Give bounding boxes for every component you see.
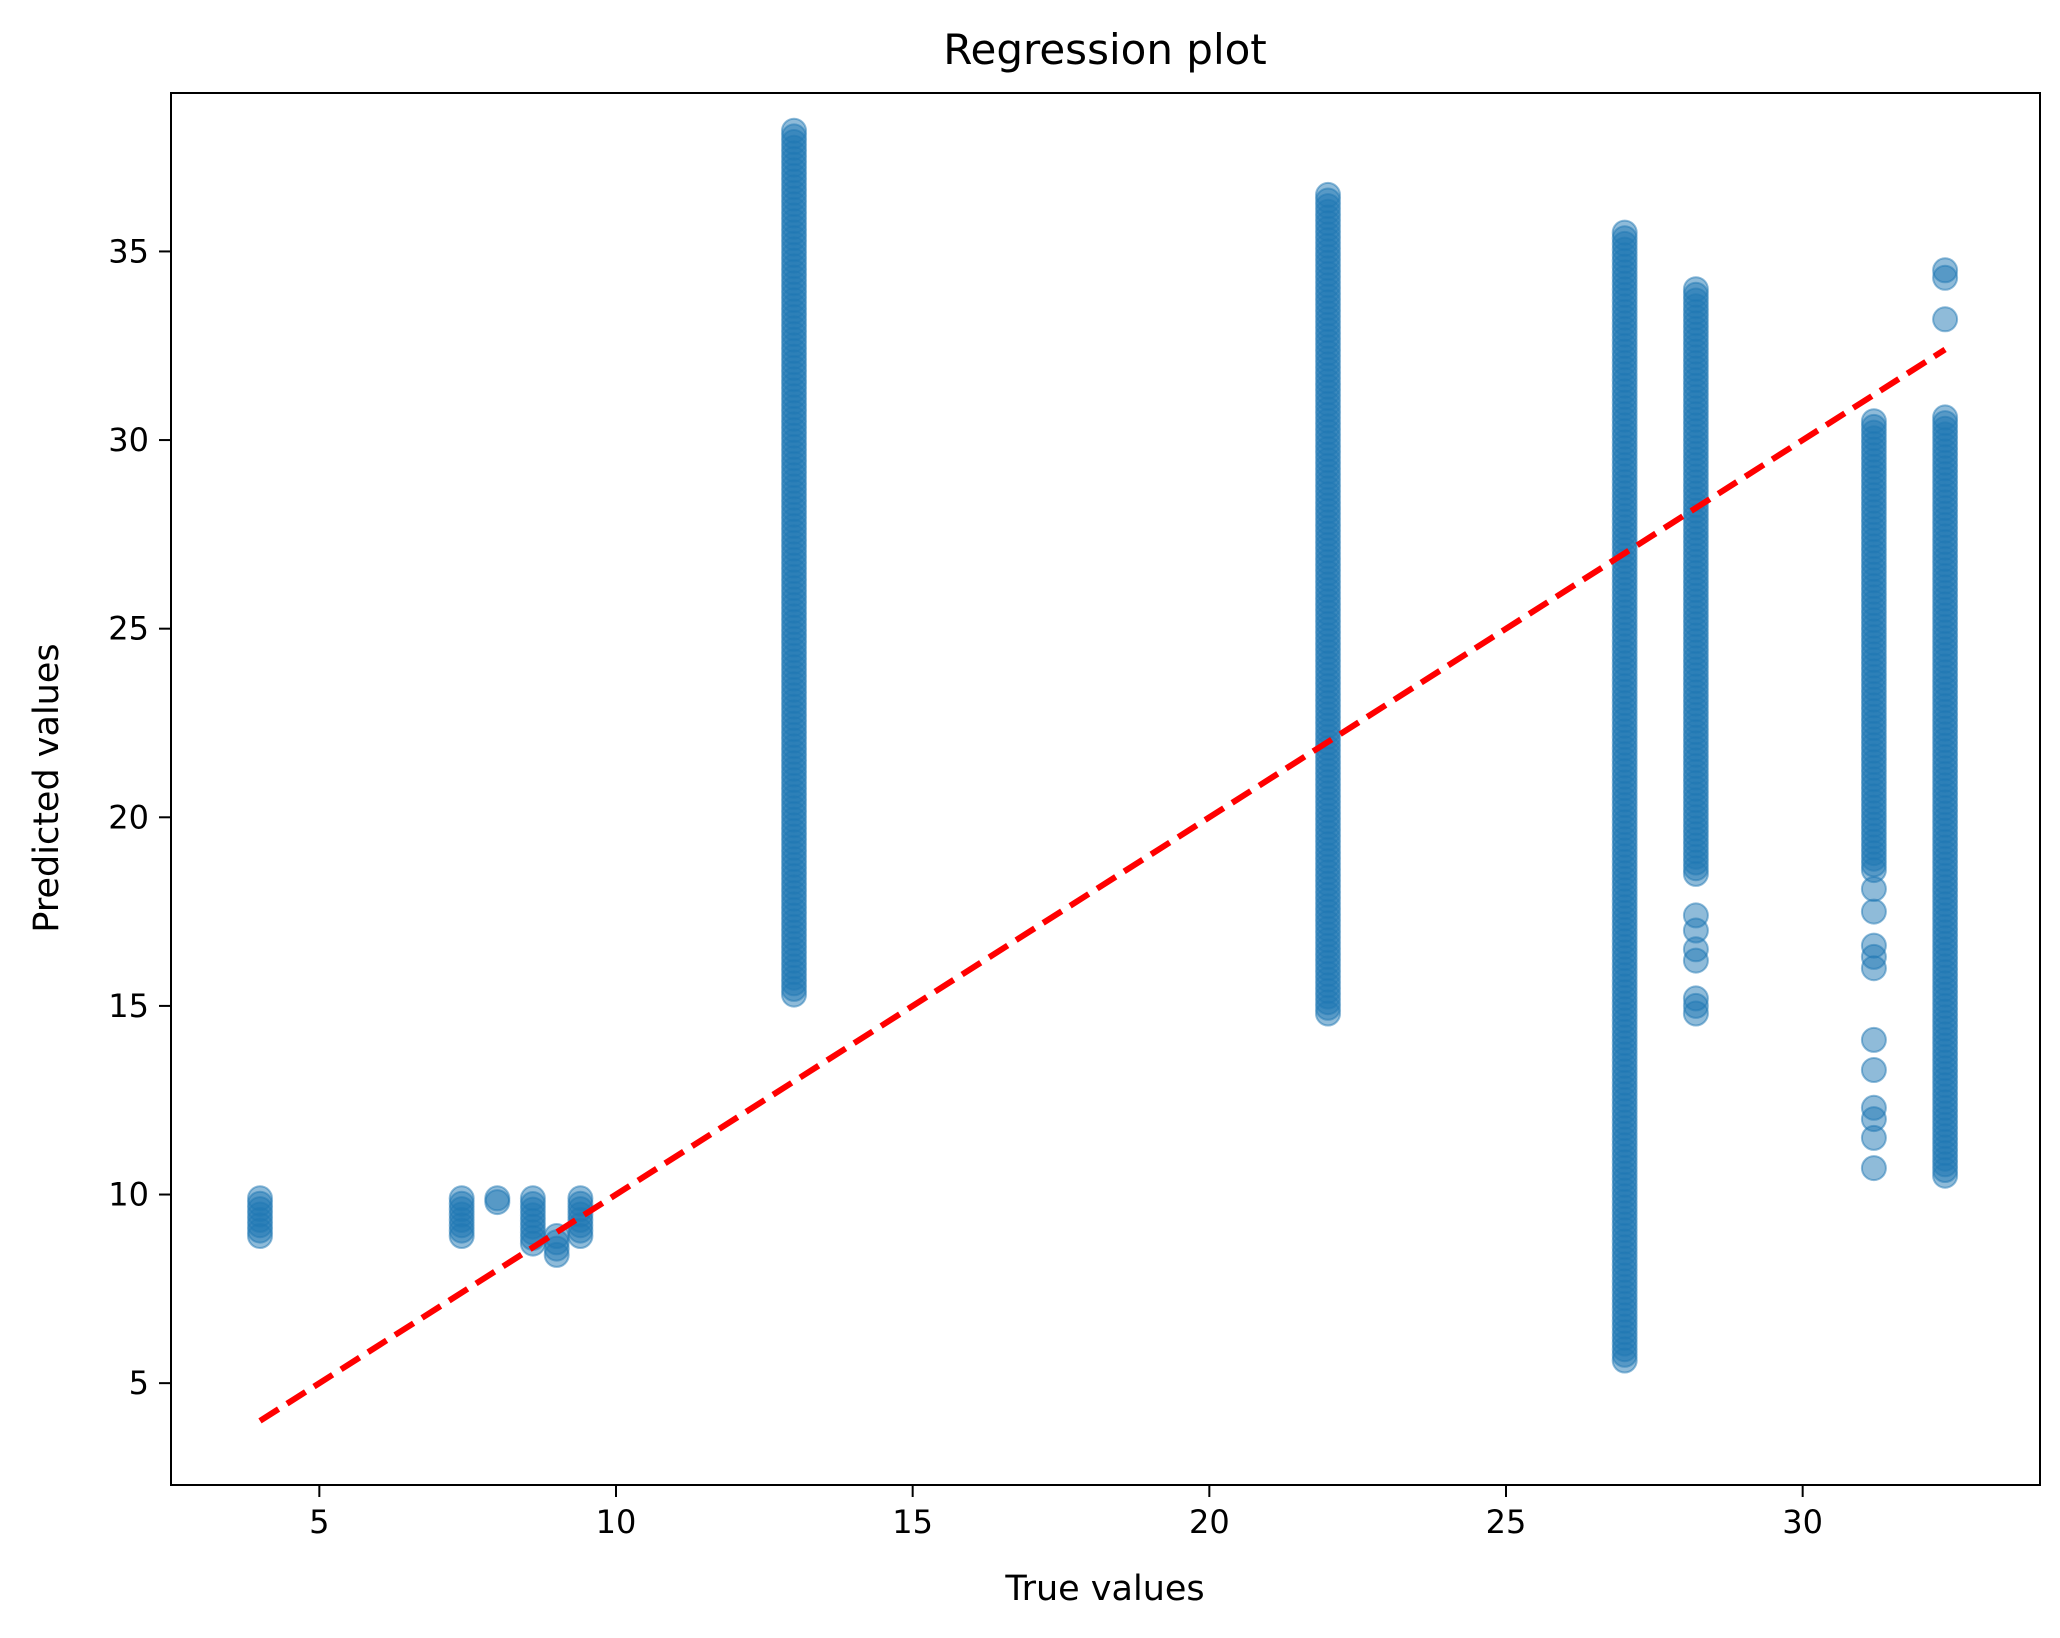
- point-column: [567, 1185, 594, 1249]
- data-point-outlier: [1860, 1094, 1887, 1121]
- data-point-outlier: [1932, 306, 1959, 333]
- x-tick-label: 20: [1189, 1503, 1230, 1541]
- data-point: [448, 1185, 475, 1212]
- y-tick-label: 25: [108, 610, 149, 648]
- data-point: [1932, 404, 1959, 431]
- data-point-outlier: [1860, 876, 1887, 902]
- data-point-outlier: [1860, 1026, 1887, 1053]
- y-tick-label: 10: [108, 1176, 149, 1214]
- chart-title: Regression plot: [943, 25, 1267, 74]
- data-point-outlier: [1682, 985, 1709, 1012]
- data-point: [247, 1185, 273, 1212]
- y-tick-label: 35: [108, 232, 149, 270]
- y-axis-ticks: 5 10 15 20 25 30 35: [108, 232, 171, 1402]
- reference-line-group: [258, 346, 1947, 1424]
- x-axis-label: True values: [1004, 1569, 1204, 1609]
- data-point: [519, 1185, 546, 1212]
- x-tick-label: 10: [596, 1503, 637, 1541]
- point-column: [781, 117, 807, 1008]
- data-point: [484, 1185, 511, 1212]
- y-tick-label: 15: [108, 987, 149, 1025]
- reference-line: [258, 346, 1947, 1424]
- x-axis-ticks: 5 10 15 20 25 30: [309, 1485, 1823, 1541]
- point-column: [1932, 257, 1959, 1189]
- point-column: [484, 1185, 511, 1216]
- scatter-points: [247, 117, 1959, 1374]
- point-column: [448, 1185, 475, 1249]
- data-point: [781, 117, 807, 144]
- x-tick-label: 15: [892, 1503, 933, 1541]
- point-column: [1682, 276, 1709, 1027]
- point-column: [247, 1185, 273, 1249]
- point-column: [1860, 408, 1887, 1182]
- data-point-outlier: [1682, 902, 1709, 929]
- data-point: [1860, 408, 1887, 435]
- y-tick-label: 20: [108, 798, 149, 836]
- x-tick-label: 25: [1486, 1503, 1527, 1541]
- data-point-outlier: [1860, 1057, 1887, 1083]
- y-tick-label: 30: [108, 421, 149, 459]
- data-point: [1315, 181, 1341, 208]
- data-point-outlier: [1860, 1155, 1887, 1182]
- x-tick-label: 5: [309, 1503, 329, 1541]
- data-point: [567, 1185, 594, 1212]
- data-point-outlier: [1932, 257, 1959, 284]
- plot-area-frame: [170, 92, 2041, 1486]
- point-column: [1611, 219, 1638, 1374]
- y-tick-label: 5: [129, 1364, 149, 1402]
- data-point-outlier: [1860, 932, 1887, 959]
- data-point: [1611, 219, 1638, 246]
- x-tick-label: 30: [1782, 1503, 1823, 1541]
- y-axis-label: Predicted values: [27, 643, 67, 932]
- point-column: [1315, 181, 1341, 1027]
- data-point-outlier: [1860, 898, 1887, 925]
- data-point: [1682, 276, 1709, 303]
